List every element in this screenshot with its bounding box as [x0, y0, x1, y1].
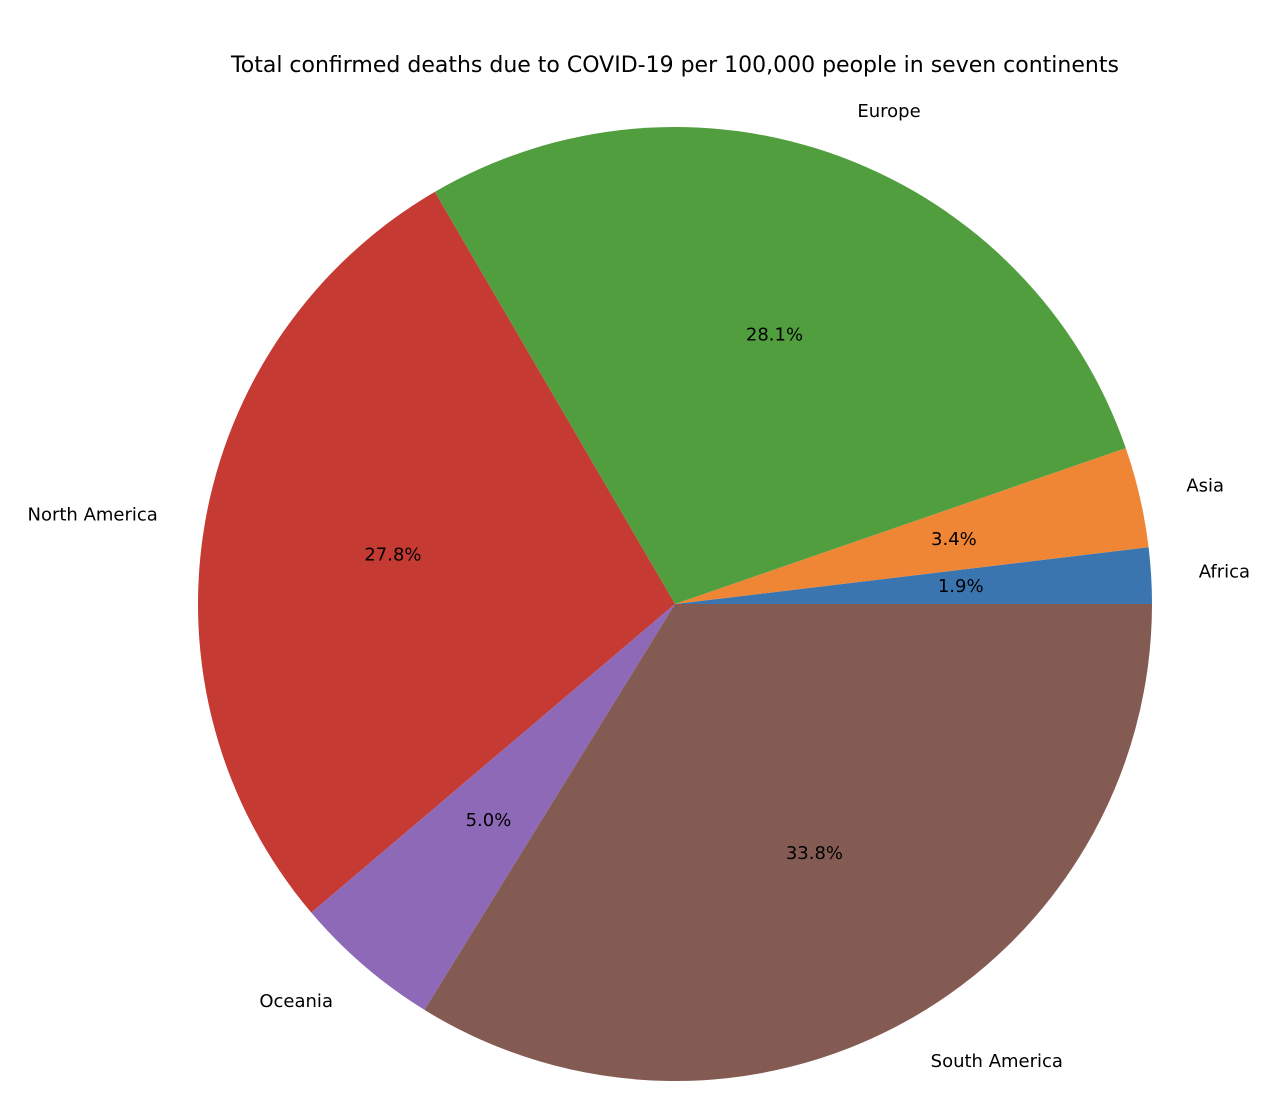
slice-label-africa: Africa: [1199, 562, 1250, 583]
slice-label-south-america: South America: [931, 1051, 1063, 1072]
slice-label-europe: Europe: [857, 101, 920, 122]
pie-slices: [197, 127, 1152, 1081]
slice-percent-south-america: 33.8%: [786, 843, 843, 864]
slice-percent-africa: 1.9%: [938, 576, 984, 597]
pie-slice-asia: [675, 448, 1149, 604]
slice-label-oceania: Oceania: [259, 991, 333, 1012]
pie-labels: Africa 1.9% Asia 3.4% Europe 28.1% North Ameri…: [28, 101, 1251, 1072]
pie-slice-oceania: [311, 604, 675, 1010]
slice-label-north-america: North America: [28, 504, 158, 525]
slice-percent-oceania: 5.0%: [466, 810, 512, 831]
chart-title: Total confirmed deaths due to COVID-19 p…: [230, 53, 1119, 78]
pie-slice-south-america: [424, 604, 1152, 1081]
slice-percent-europe: 28.1%: [746, 325, 803, 346]
pie-slice-europe: [434, 127, 1126, 605]
slice-percent-asia: 3.4%: [931, 529, 977, 550]
pie-slice-north-america: [197, 191, 675, 913]
slice-label-asia: Asia: [1186, 475, 1224, 496]
slice-percent-north-america: 27.8%: [364, 545, 421, 566]
pie-slice-africa: [675, 547, 1152, 604]
